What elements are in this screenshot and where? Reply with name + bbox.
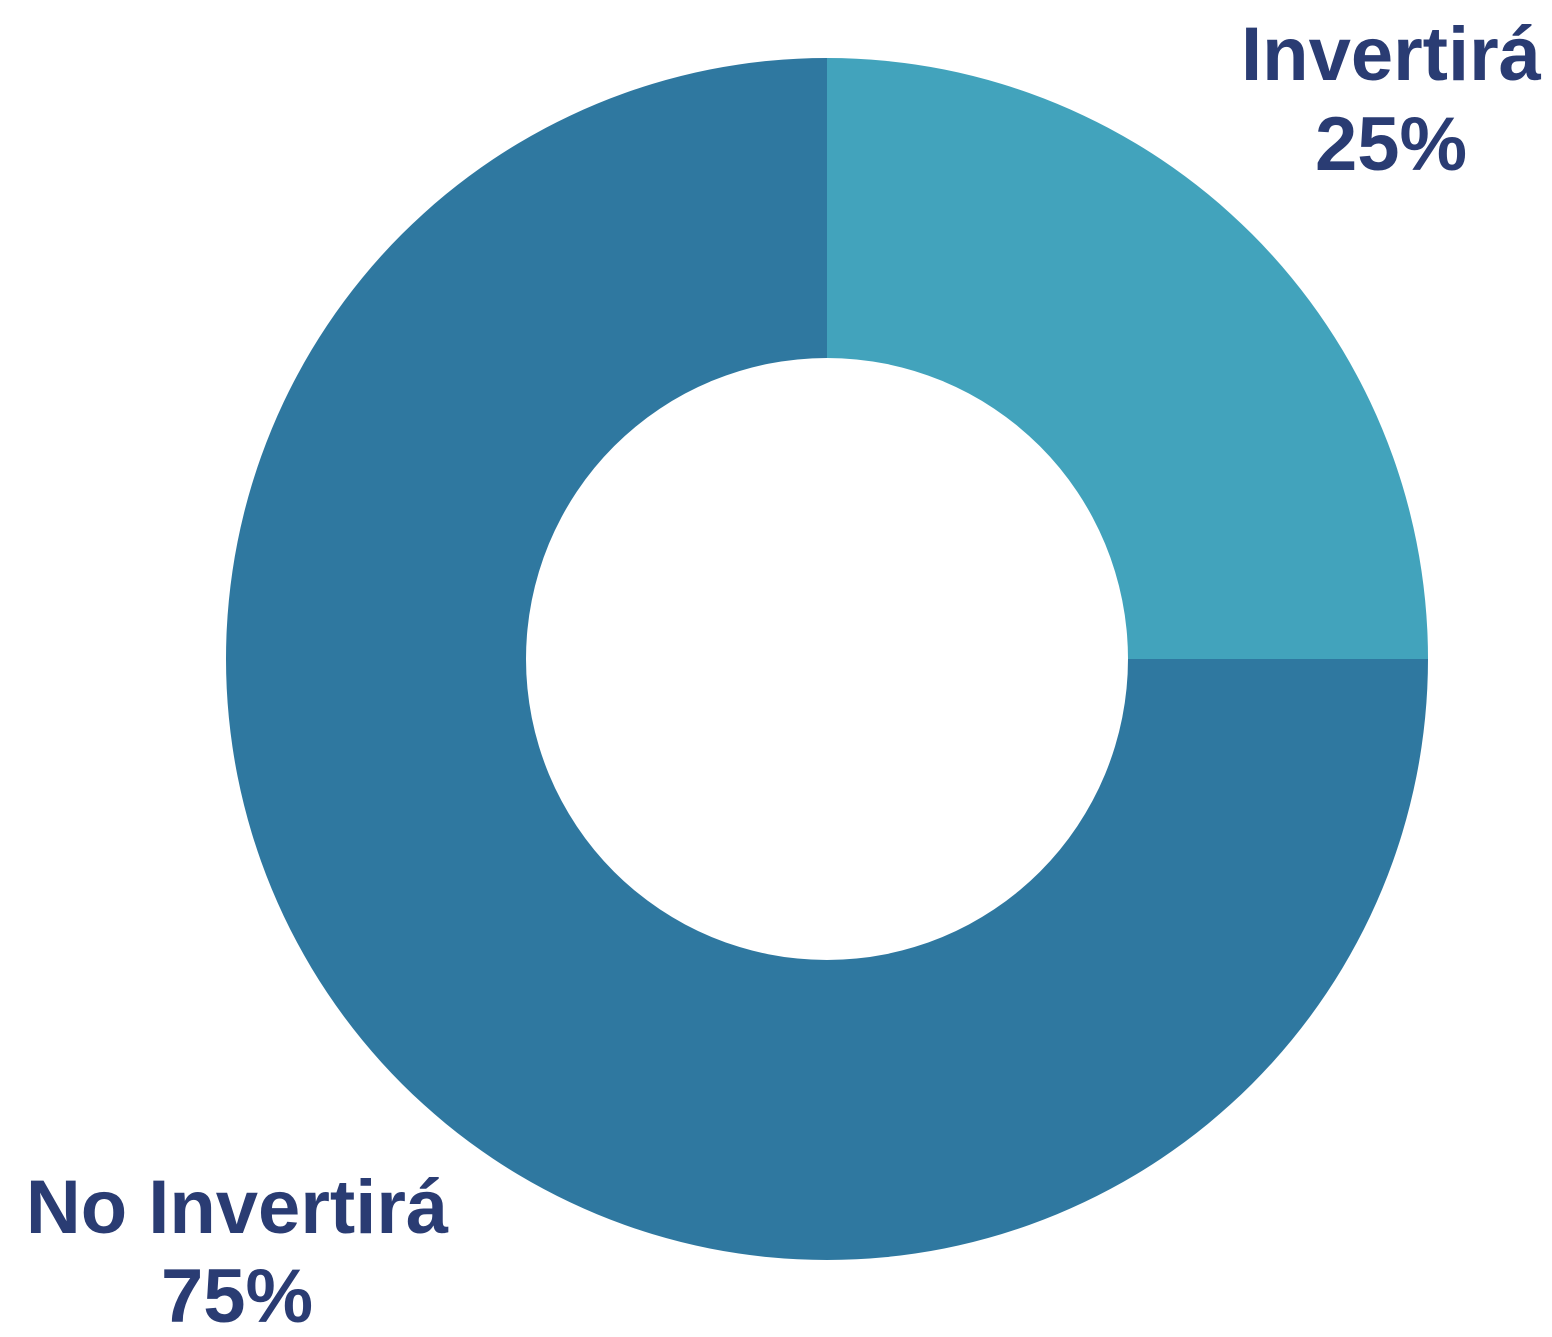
slice-label-category-no-invertira: No Invertirá	[26, 1165, 449, 1250]
label-no-invertira: No Invertirá 75%	[26, 1165, 449, 1337]
label-invertira: Invertirá 25%	[1241, 12, 1542, 187]
slice-label-value-invertira: 25%	[1315, 102, 1467, 187]
slice-label-category-invertira: Invertirá	[1241, 12, 1542, 97]
slice-invertira	[827, 58, 1428, 659]
slices-group	[226, 58, 1428, 1260]
slice-no-invertira	[226, 58, 1428, 1260]
slice-label-value-no-invertira: 75%	[161, 1254, 313, 1332]
